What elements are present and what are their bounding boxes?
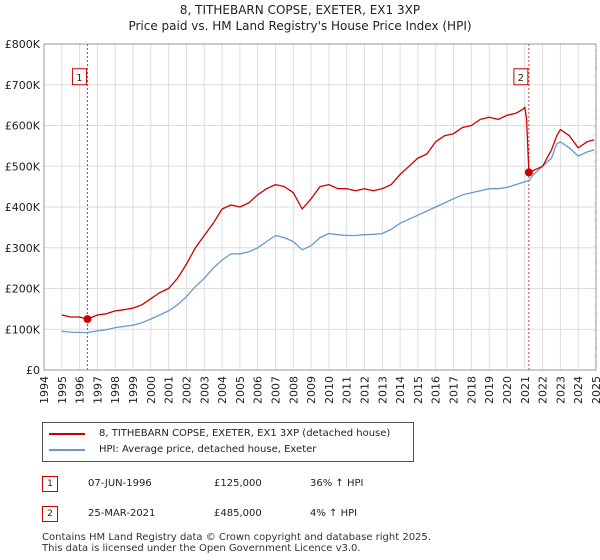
x-tick-label: 2010 <box>323 376 336 404</box>
x-tick-label: 2022 <box>537 376 550 404</box>
x-tick-label: 2005 <box>234 376 247 404</box>
x-tick-label: 2014 <box>394 376 407 404</box>
annotation-label: 1 <box>76 73 82 84</box>
y-tick-label: £600K <box>5 120 41 133</box>
legend-label-hpi: HPI: Average price, detached house, Exet… <box>99 444 317 455</box>
x-tick-label: 2021 <box>519 376 532 404</box>
chart-title-line-2: Price paid vs. HM Land Registry's House … <box>128 19 472 33</box>
y-tick-label: £0 <box>26 364 40 377</box>
future-hatch-region <box>594 44 596 370</box>
footer-licence: This data is licensed under the Open Gov… <box>42 543 361 554</box>
x-tick-label: 2012 <box>359 376 372 404</box>
y-tick-label: £100K <box>5 323 41 336</box>
transaction-date: 25-MAR-2021 <box>88 508 156 519</box>
series-line <box>61 106 595 320</box>
transaction-hpi-change: 36% ↑ HPI <box>310 478 364 489</box>
y-tick-label: £300K <box>5 242 41 255</box>
transaction-row: 1 07-JUN-1996 £125,000 36% ↑ HPI <box>42 476 542 494</box>
x-tick-label: 2004 <box>216 376 229 404</box>
y-tick-label: £200K <box>5 283 41 296</box>
footer-copyright: Contains HM Land Registry data © Crown c… <box>42 532 431 543</box>
x-tick-label: 2002 <box>180 376 193 404</box>
x-tick-label: 2003 <box>198 376 211 404</box>
y-axis-ticks: £0 £100K £200K £300K £400K £500K £600K £700K £80… <box>5 38 41 377</box>
x-tick-label: 2019 <box>483 376 496 404</box>
x-tick-label: 2015 <box>412 376 425 404</box>
y-tick-label: £400K <box>5 201 41 214</box>
x-tick-label: 2001 <box>163 376 176 404</box>
annotation-box <box>71 68 87 86</box>
x-tick-label: 2025 <box>590 376 600 404</box>
legend: 8, TITHEBARN COPSE, EXETER, EX1 3XP (det… <box>42 422 414 462</box>
x-tick-label: 2023 <box>554 376 567 404</box>
x-tick-label: 1994 <box>38 376 51 404</box>
transaction-price: £485,000 <box>214 508 262 519</box>
annotation-box <box>513 68 529 86</box>
transaction-hpi-change: 4% ↑ HPI <box>310 508 358 519</box>
legend-label-property: 8, TITHEBARN COPSE, EXETER, EX1 3XP (det… <box>99 428 391 439</box>
legend-swatch-property <box>49 433 85 435</box>
x-tick-label: 2006 <box>252 376 265 404</box>
x-tick-label: 2024 <box>572 376 585 404</box>
x-tick-label: 2013 <box>376 376 389 404</box>
x-tick-label: 2008 <box>287 376 300 404</box>
annotation-label: 2 <box>518 73 524 84</box>
transaction-row: 2 25-MAR-2021 £485,000 4% ↑ HPI <box>42 506 542 524</box>
footer: Contains HM Land Registry data © Crown c… <box>42 532 431 554</box>
y-tick-label: £700K <box>5 79 41 92</box>
y-tick-label: £500K <box>5 160 41 173</box>
x-tick-label: 2020 <box>501 376 514 404</box>
x-tick-label: 1996 <box>74 376 87 404</box>
transaction-points <box>83 168 533 324</box>
series-line <box>61 141 595 334</box>
x-axis-ticks: 1994 1995 1996 1997 1998 1999 2000 2001 2002 2003… <box>38 376 600 404</box>
x-tick-label: 1999 <box>127 376 140 404</box>
transaction-price: £125,000 <box>214 478 262 489</box>
transaction-point <box>83 315 92 324</box>
x-tick-label: 1995 <box>56 376 69 404</box>
x-tick-label: 2009 <box>305 376 318 404</box>
chart-title-line-1: 8, TITHEBARN COPSE, EXETER, EX1 3XP <box>179 3 421 17</box>
x-tick-label: 2016 <box>430 376 443 404</box>
x-tick-label: 2011 <box>341 376 354 404</box>
series-lines <box>61 106 595 334</box>
legend-swatch-hpi <box>49 449 85 451</box>
x-tick-label: 2017 <box>448 376 461 404</box>
transaction-number: 2 <box>42 506 58 522</box>
y-tick-label: £800K <box>5 38 41 51</box>
plot-frame <box>43 43 597 371</box>
x-tick-label: 2018 <box>465 376 478 404</box>
transaction-point <box>524 168 533 177</box>
transaction-date: 07-JUN-1996 <box>88 478 152 489</box>
x-tick-label: 1998 <box>109 376 122 404</box>
x-tick-label: 2007 <box>269 376 282 404</box>
transaction-number: 1 <box>42 476 58 492</box>
x-tick-label: 2000 <box>145 376 158 404</box>
x-tick-label: 1997 <box>91 376 104 404</box>
